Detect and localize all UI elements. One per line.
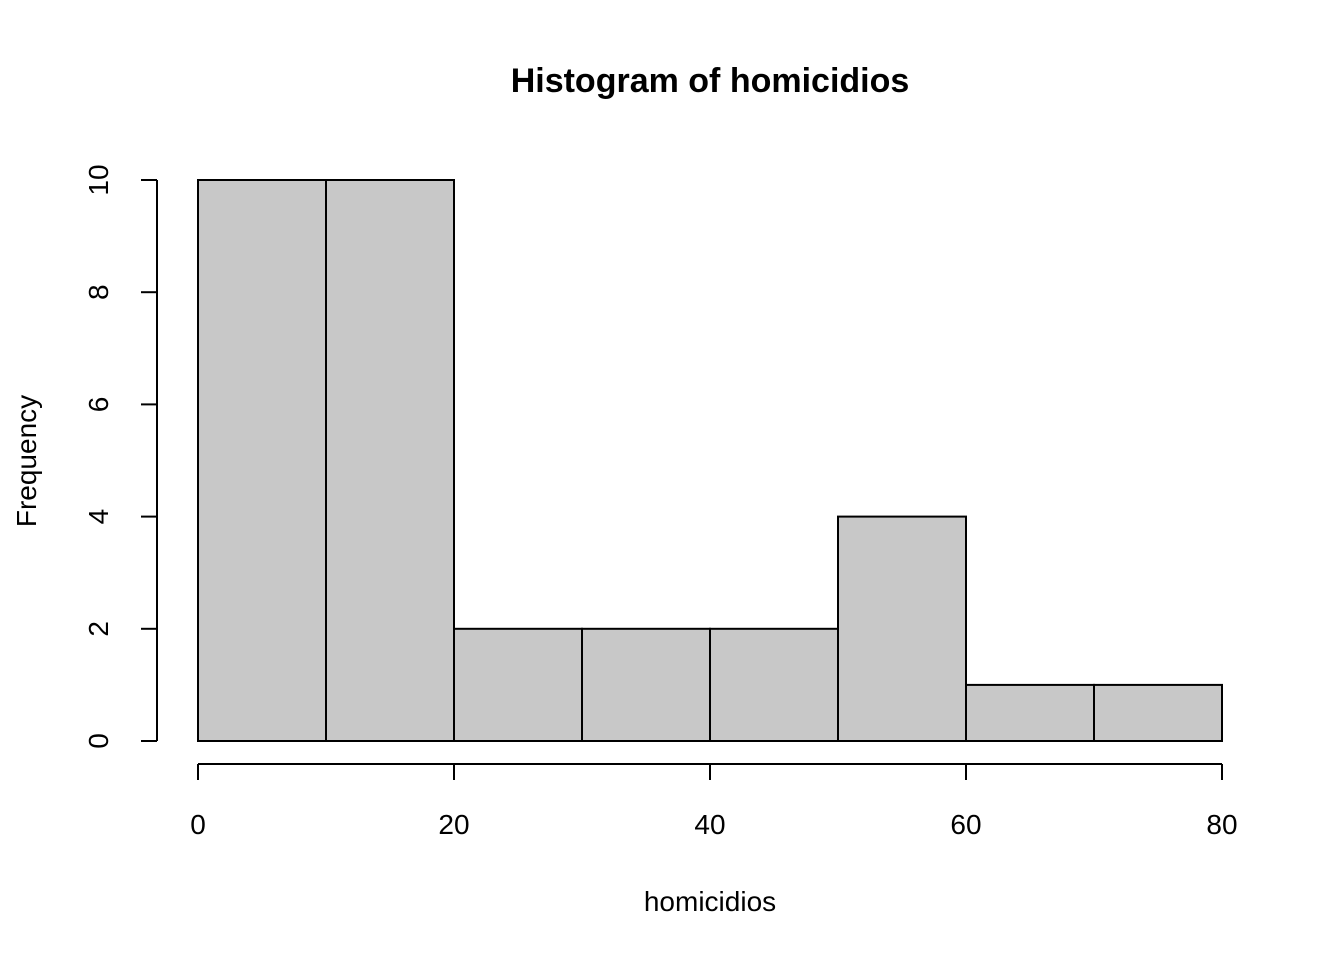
y-tick-label-0: 0: [83, 733, 114, 749]
histogram-bar-7: [1093, 683, 1223, 743]
y-tick-label-3: 6: [83, 397, 114, 413]
histogram-bar-1: [325, 179, 455, 742]
y-tick-label-1: 2: [83, 621, 114, 637]
histogram-bar-6: [965, 683, 1095, 743]
y-axis-label: Frequency: [11, 395, 42, 527]
y-tick-label-4: 8: [83, 284, 114, 300]
y-tick-label-2: 4: [83, 509, 114, 525]
x-tick-label-3: 60: [950, 809, 981, 840]
histogram-bar-5: [837, 515, 967, 742]
x-tick-label-1: 20: [438, 809, 469, 840]
x-axis: 0 20 40 60 80: [190, 763, 1238, 840]
x-axis-label: homicidios: [644, 886, 776, 917]
histogram-bar-0: [197, 179, 327, 742]
x-tick-label-2: 40: [694, 809, 725, 840]
y-tick-label-5: 10: [83, 164, 114, 195]
histogram-bar-4: [709, 627, 839, 742]
histogram-bar-3: [581, 627, 711, 742]
y-axis: 0 2 4 6 8 10: [83, 164, 158, 749]
x-tick-label-0: 0: [190, 809, 206, 840]
bars-group: [197, 179, 1223, 743]
histogram-bar-2: [453, 627, 583, 742]
x-tick-label-4: 80: [1206, 809, 1237, 840]
chart-title: Histogram of homicidios: [511, 62, 910, 100]
